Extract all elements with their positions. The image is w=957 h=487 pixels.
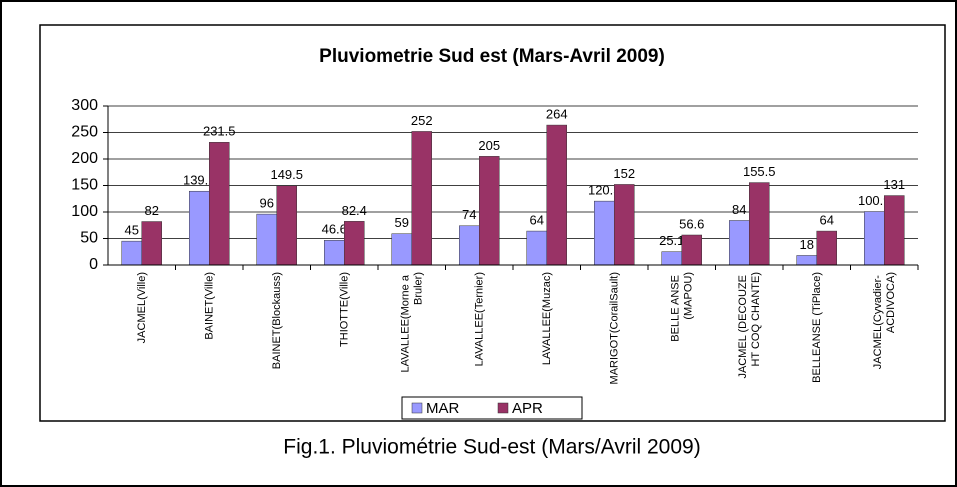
data-label: 82.4 bbox=[342, 203, 367, 218]
data-label: 139.2 bbox=[183, 173, 216, 188]
x-tick-label: LAVALLEE(Muzac) bbox=[541, 272, 553, 365]
x-tick-label: LAVALLEE(Ternier) bbox=[473, 272, 485, 366]
y-tick-label: 300 bbox=[71, 97, 98, 114]
y-tick-label: 200 bbox=[71, 150, 98, 167]
x-tick-label: MARIGOT(CorailSault) bbox=[608, 272, 620, 384]
bar bbox=[526, 230, 547, 266]
x-tick-label: JACMEL(Ville) bbox=[136, 272, 148, 343]
x-tick-label: BAINET(Ville) bbox=[203, 272, 215, 340]
bar bbox=[189, 190, 210, 266]
data-label: 149.5 bbox=[270, 167, 303, 182]
caption: Fig.1. Pluviométrie Sud-est (Mars/Avril … bbox=[283, 436, 700, 459]
y-tick-label: 250 bbox=[71, 124, 98, 141]
legend-swatch bbox=[411, 402, 423, 414]
data-label: 252 bbox=[411, 113, 433, 128]
bar bbox=[459, 225, 480, 266]
bar bbox=[256, 213, 277, 266]
bar bbox=[141, 221, 162, 266]
bar bbox=[324, 240, 345, 266]
bar bbox=[681, 234, 702, 266]
bar bbox=[121, 240, 142, 266]
data-label: 96 bbox=[260, 196, 274, 211]
data-label: 82 bbox=[145, 203, 159, 218]
x-tick-label: THIOTTE(Ville) bbox=[338, 272, 350, 347]
x-tick-label: BELLEANSE (TiPlace) bbox=[811, 272, 823, 383]
bar bbox=[479, 156, 500, 266]
data-label: 264 bbox=[546, 107, 568, 122]
data-label: 84 bbox=[732, 202, 746, 217]
x-tick-label: BELLE ANSE (MAPOU) bbox=[670, 272, 695, 342]
x-tick-label: LAVALLEE(Morne a Bruler) bbox=[400, 272, 425, 372]
bar bbox=[661, 251, 682, 266]
data-label: 45 bbox=[125, 223, 139, 238]
bar bbox=[391, 233, 412, 266]
y-tick-label: 50 bbox=[80, 230, 98, 247]
bar bbox=[411, 131, 432, 266]
data-label: 205 bbox=[478, 138, 500, 153]
data-label: 56.6 bbox=[679, 216, 704, 231]
data-label: 25.1 bbox=[659, 233, 684, 248]
data-label: 120.5 bbox=[588, 183, 621, 198]
data-label: 231.5 bbox=[203, 124, 236, 139]
bar bbox=[209, 142, 230, 266]
legend-box bbox=[401, 396, 583, 420]
data-label: 131 bbox=[883, 177, 905, 192]
bar bbox=[344, 221, 365, 266]
y-tick-label: 100 bbox=[71, 203, 98, 220]
bar bbox=[749, 182, 770, 266]
data-label: 64 bbox=[530, 213, 544, 228]
bar bbox=[796, 255, 817, 266]
legend-label: MAR bbox=[426, 400, 460, 417]
data-label: 59 bbox=[395, 215, 409, 230]
bar bbox=[546, 124, 567, 266]
bar bbox=[614, 184, 635, 266]
bar bbox=[864, 211, 885, 266]
x-tick-label: JACMEL (DECOUZE HT COQ CHANTE) bbox=[737, 272, 762, 379]
data-label: 64 bbox=[820, 213, 834, 228]
y-tick-label: 150 bbox=[71, 177, 98, 194]
legend-label: APR bbox=[512, 400, 543, 417]
data-label: 155.5 bbox=[743, 164, 776, 179]
chart-title: Pluviometrie Sud est (Mars-Avril 2009) bbox=[319, 46, 665, 67]
bar bbox=[276, 185, 297, 266]
bar bbox=[816, 230, 837, 266]
bar bbox=[884, 195, 905, 266]
y-tick-label: 0 bbox=[89, 256, 98, 273]
data-label: 74 bbox=[462, 207, 476, 222]
legend-swatch bbox=[497, 402, 509, 414]
data-label: 152 bbox=[613, 166, 635, 181]
bar bbox=[594, 200, 615, 266]
x-tick-label: BAINET(Blockauss) bbox=[271, 272, 283, 369]
data-label: 18 bbox=[800, 237, 814, 252]
bar bbox=[729, 220, 750, 266]
data-label: 100.9 bbox=[858, 193, 891, 208]
data-label: 46.6 bbox=[322, 222, 347, 237]
x-tick-label: JACMEL(Cyvadier- ACDIVOCA) bbox=[872, 272, 897, 369]
